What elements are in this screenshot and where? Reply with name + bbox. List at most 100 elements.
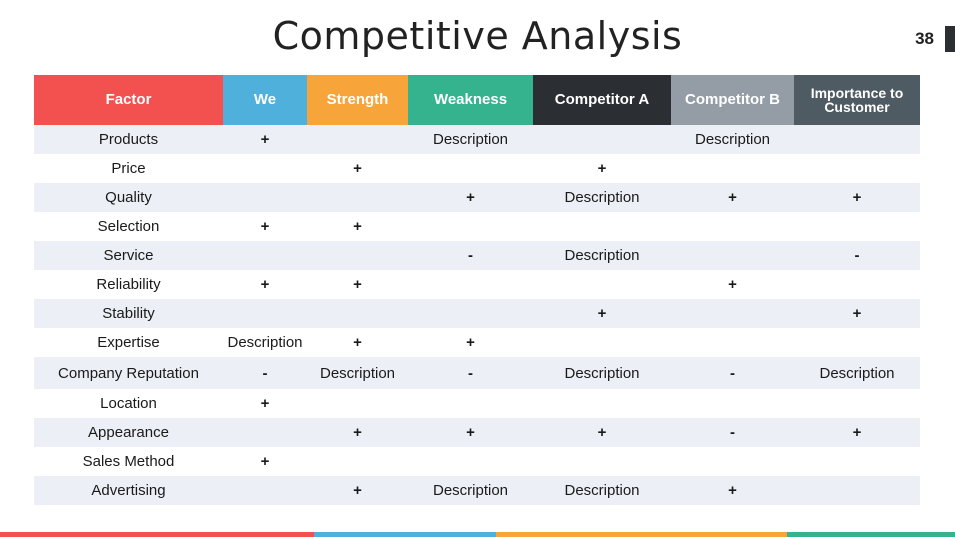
table-cell: + — [671, 183, 794, 212]
factor-cell: Reliability — [34, 270, 223, 299]
table-cell: - — [794, 241, 920, 270]
table-cell — [408, 154, 533, 183]
table-cell — [408, 447, 533, 476]
table-row: Stability + + — [34, 299, 920, 328]
table-cell — [794, 476, 920, 505]
table-cell — [307, 299, 408, 328]
factor-cell: Stability — [34, 299, 223, 328]
table-cell: + — [533, 154, 671, 183]
table-cell: + — [307, 476, 408, 505]
table-row: Company Reputation - Description - Descripti… — [34, 357, 920, 389]
table-cell: Description — [533, 241, 671, 270]
column-header-competitor-b: Competitor B — [671, 75, 794, 125]
factor-cell: Expertise — [34, 328, 223, 357]
table-cell: + — [408, 328, 533, 357]
table-cell: + — [533, 418, 671, 447]
table-cell: + — [223, 389, 307, 418]
table-cell: + — [794, 183, 920, 212]
table-cell — [671, 389, 794, 418]
table-cell: + — [408, 183, 533, 212]
table-cell: + — [307, 212, 408, 241]
table-cell: Description — [533, 357, 671, 389]
table-cell: + — [223, 212, 307, 241]
table-cell: - — [408, 357, 533, 389]
table-cell — [408, 299, 533, 328]
table-cell: Description — [794, 357, 920, 389]
table-row: Selection + + — [34, 212, 920, 241]
table-cell: - — [223, 357, 307, 389]
table-cell — [671, 328, 794, 357]
table-cell: + — [794, 299, 920, 328]
factor-cell: Appearance — [34, 418, 223, 447]
table-cell — [794, 389, 920, 418]
table-cell: + — [223, 270, 307, 299]
table-cell: Description — [671, 125, 794, 154]
stripe-segment — [496, 532, 787, 537]
table-cell: - — [408, 241, 533, 270]
table-cell — [223, 183, 307, 212]
table-cell: + — [671, 476, 794, 505]
table-cell — [307, 183, 408, 212]
table-cell — [223, 476, 307, 505]
table-cell: + — [307, 328, 408, 357]
table-cell — [408, 270, 533, 299]
table-cell: + — [408, 418, 533, 447]
table-cell — [533, 389, 671, 418]
table-cell — [307, 447, 408, 476]
table-row: Advertising + Description Description + — [34, 476, 920, 505]
table-cell — [223, 154, 307, 183]
table-cell — [223, 299, 307, 328]
factor-cell: Service — [34, 241, 223, 270]
table-row: Appearance + + + - + — [34, 418, 920, 447]
table-cell — [533, 328, 671, 357]
table-body: Products + Description Description Price + + Qu… — [34, 125, 920, 505]
column-header-competitor-a: Competitor A — [533, 75, 671, 125]
factor-cell: Sales Method — [34, 447, 223, 476]
factor-cell: Selection — [34, 212, 223, 241]
competitive-analysis-table: Factor We Strength Weakness Competitor A Comp… — [34, 75, 920, 505]
table-cell — [533, 125, 671, 154]
stripe-segment — [314, 532, 496, 537]
table-cell: + — [307, 270, 408, 299]
table-cell: Description — [307, 357, 408, 389]
bottom-color-stripe — [0, 532, 955, 537]
table-row: Expertise Description + + — [34, 328, 920, 357]
table-cell — [794, 125, 920, 154]
stripe-segment — [0, 532, 314, 537]
table-cell: + — [794, 418, 920, 447]
page-number-bar — [945, 26, 955, 52]
column-header-importance-to-customer: Importance to Customer — [794, 75, 920, 125]
table-cell — [533, 447, 671, 476]
table-cell: - — [671, 357, 794, 389]
table-cell — [671, 154, 794, 183]
table-cell — [794, 270, 920, 299]
table-cell: Description — [533, 476, 671, 505]
table-cell — [533, 212, 671, 241]
table-cell — [794, 212, 920, 241]
table-cell — [794, 154, 920, 183]
factor-cell: Company Reputation — [34, 357, 223, 389]
column-header-factor: Factor — [34, 75, 223, 125]
table-cell — [671, 447, 794, 476]
table-cell: + — [307, 154, 408, 183]
table-cell: + — [533, 299, 671, 328]
table-cell — [533, 270, 671, 299]
table-cell: - — [671, 418, 794, 447]
factor-cell: Products — [34, 125, 223, 154]
table-cell: Description — [533, 183, 671, 212]
table-cell: + — [223, 125, 307, 154]
table-cell — [671, 212, 794, 241]
column-header-we: We — [223, 75, 307, 125]
column-header-weakness: Weakness — [408, 75, 533, 125]
table-cell — [408, 212, 533, 241]
table-row: Products + Description Description — [34, 125, 920, 154]
table-cell: Description — [408, 125, 533, 154]
column-header-strength: Strength — [307, 75, 408, 125]
table-row: Location + — [34, 389, 920, 418]
table-row: Reliability + + + — [34, 270, 920, 299]
table-cell — [223, 418, 307, 447]
table-row: Service - Description - — [34, 241, 920, 270]
factor-cell: Location — [34, 389, 223, 418]
table-cell: Description — [408, 476, 533, 505]
factor-cell: Advertising — [34, 476, 223, 505]
